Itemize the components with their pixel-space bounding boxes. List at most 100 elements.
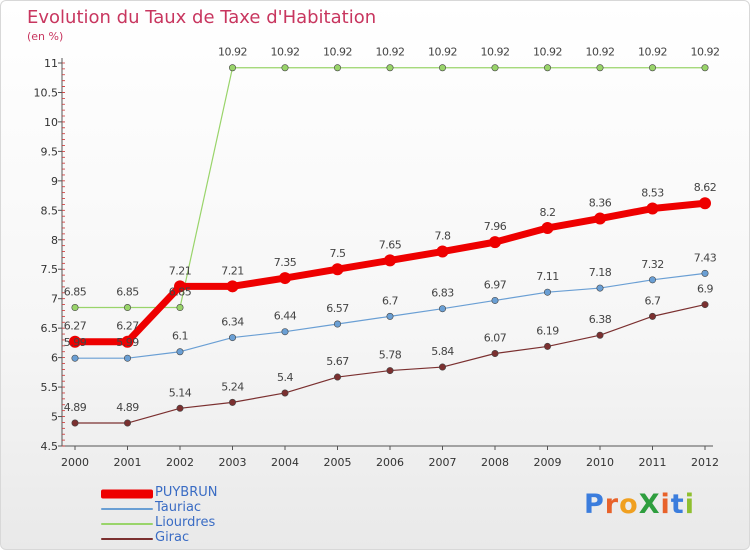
- y-tick-label: 7.5: [41, 263, 59, 276]
- data-point: [648, 276, 656, 284]
- data-point: [386, 367, 394, 375]
- data-point: [543, 342, 551, 350]
- data-point: [596, 64, 604, 72]
- data-point: [594, 212, 606, 225]
- data-point: [333, 373, 341, 381]
- data-point: [124, 304, 132, 312]
- legend-label-tauriac: Tauriac: [155, 500, 202, 515]
- data-point: [701, 64, 709, 72]
- data-label: 5.99: [64, 336, 87, 349]
- data-point: [279, 272, 291, 285]
- y-tick-label: 6.5: [41, 322, 59, 335]
- data-label: 6.83: [431, 287, 454, 300]
- data-point: [124, 354, 132, 362]
- data-label: 7.5: [330, 247, 346, 260]
- data-point: [226, 280, 239, 293]
- data-point: [541, 221, 554, 234]
- logo-letter: i: [684, 489, 695, 520]
- legend-swatch-puybrun: [101, 489, 153, 498]
- data-point: [176, 348, 184, 356]
- data-label: 5.24: [221, 380, 244, 393]
- legend-swatch-liourdres: [101, 522, 153, 525]
- data-point: [121, 335, 134, 348]
- data-point: [229, 398, 237, 406]
- data-label: 10.92: [271, 46, 300, 59]
- data-label: 10.92: [533, 46, 562, 59]
- legend-label-puybrun: PUYBRUN: [155, 485, 218, 500]
- y-tick-label: 11: [44, 57, 58, 70]
- data-label: 5.78: [379, 349, 402, 362]
- data-label: 6.7: [382, 294, 398, 307]
- data-point: [333, 64, 341, 72]
- y-tick-label: 10: [44, 116, 58, 129]
- x-tick-label: 2005: [324, 456, 352, 469]
- y-tick-label: 9: [51, 175, 58, 188]
- data-label: 6.1: [172, 330, 188, 343]
- data-point: [176, 304, 184, 312]
- data-label: 10.92: [481, 46, 510, 59]
- data-label: 6.44: [274, 310, 297, 323]
- y-tick-label: 8: [51, 234, 58, 247]
- data-point: [596, 284, 604, 292]
- legend-label-liourdres: Liourdres: [155, 515, 216, 530]
- data-label: 4.89: [116, 401, 139, 414]
- data-point: [438, 305, 446, 313]
- x-tick-label: 2007: [429, 456, 457, 469]
- data-label: 8.36: [589, 197, 612, 210]
- data-point: [491, 64, 499, 72]
- data-point: [331, 263, 344, 276]
- x-tick-label: 2003: [219, 456, 247, 469]
- data-point: [124, 419, 132, 427]
- data-label: 6.27: [64, 320, 87, 333]
- data-label: 7.32: [641, 258, 664, 271]
- data-point: [543, 288, 551, 296]
- x-tick-label: 2000: [61, 456, 89, 469]
- chart-unit: (en %): [27, 30, 64, 43]
- data-label: 4.89: [64, 401, 87, 414]
- data-label: 6.85: [64, 286, 87, 299]
- data-label: 7.8: [435, 230, 451, 243]
- legend-swatch-girac: [101, 537, 153, 540]
- x-tick-label: 2006: [376, 456, 404, 469]
- data-label: 5.84: [431, 345, 454, 358]
- data-point: [69, 335, 81, 348]
- data-label: 8.62: [694, 181, 717, 194]
- data-point: [648, 312, 656, 320]
- data-label: 5.4: [277, 371, 293, 384]
- data-label: 6.85: [116, 286, 139, 299]
- data-label: 8.2: [540, 206, 556, 219]
- data-label: 7.96: [484, 220, 507, 233]
- data-label: 10.92: [691, 46, 720, 59]
- logo-letter: P: [584, 489, 605, 520]
- data-point: [281, 389, 289, 397]
- logo-letter: X: [638, 489, 661, 520]
- data-label: 5.67: [326, 355, 349, 368]
- data-label: 7.11: [536, 270, 559, 283]
- x-tick-label: 2009: [534, 456, 562, 469]
- data-label: 6.38: [589, 313, 612, 326]
- x-tick-label: 2004: [271, 456, 299, 469]
- data-label: 6.97: [484, 278, 507, 291]
- data-point: [333, 320, 341, 328]
- logo-letter: i: [660, 489, 671, 520]
- data-label: 6.85: [169, 286, 192, 299]
- legend-label-girac: Girac: [155, 530, 190, 545]
- chart-title: Evolution du Taux de Taxe d'Habitation: [27, 7, 377, 28]
- y-tick-label: 4.5: [41, 440, 59, 453]
- data-point: [386, 312, 394, 320]
- data-point: [699, 197, 711, 210]
- data-label: 10.92: [323, 46, 352, 59]
- data-label: 6.9: [697, 283, 713, 296]
- data-point: [174, 280, 186, 293]
- y-tick-label: 8.5: [41, 204, 59, 217]
- y-tick-label: 6: [51, 352, 58, 365]
- data-label: 7.35: [274, 256, 297, 269]
- data-label: 10.92: [376, 46, 405, 59]
- x-tick-label: 2011: [639, 456, 667, 469]
- y-tick-label: 9.5: [41, 145, 59, 158]
- data-label: 5.99: [116, 336, 139, 349]
- x-tick-label: 2010: [586, 456, 614, 469]
- data-label: 6.34: [221, 316, 244, 329]
- data-point: [701, 301, 709, 309]
